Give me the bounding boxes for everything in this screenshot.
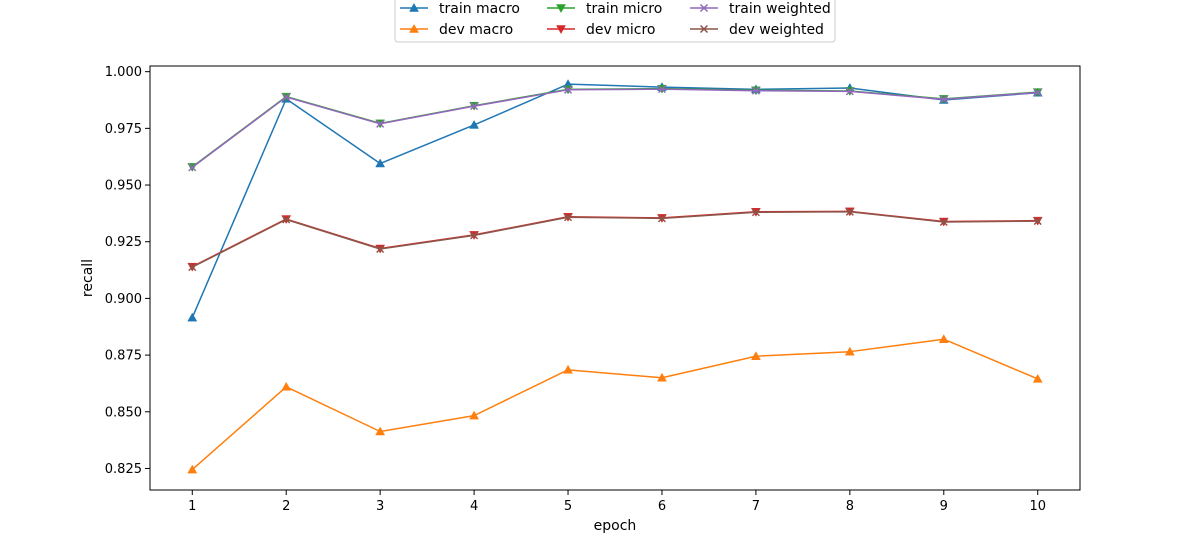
x-axis-label: epoch xyxy=(594,518,637,534)
legend-marker xyxy=(409,23,419,33)
data-point-train-weighted xyxy=(1033,88,1042,97)
data-point-dev-weighted xyxy=(939,217,948,227)
x-tick-label: 5 xyxy=(564,499,572,514)
data-point-dev-macro xyxy=(469,410,480,420)
legend-item-dev-micro: dev micro xyxy=(547,22,655,38)
y-tick-label: 0.975 xyxy=(105,122,142,137)
x-tick-label: 3 xyxy=(376,499,384,514)
y-tick-label: 0.825 xyxy=(105,462,142,477)
data-point-dev-macro xyxy=(281,381,292,391)
y-axis: 0.825 0.850 0.875 0.900 0.925 0.950 0.975 1.000 xyxy=(105,65,150,477)
x-axis: 1 2 3 4 5 6 7 8 9 10 xyxy=(188,490,1046,514)
data-point-dev-weighted xyxy=(188,263,197,272)
data-point-train-weighted xyxy=(939,95,948,104)
data-point-dev-macro xyxy=(563,364,573,374)
plot-area xyxy=(149,65,1081,491)
x-tick-label: 8 xyxy=(846,499,854,514)
data-point-train-weighted xyxy=(282,93,291,102)
series-train-weighted xyxy=(188,85,1042,172)
series-line-train-macro xyxy=(191,83,1038,318)
legend-marker xyxy=(699,3,709,13)
legend-item-train-micro: train micro xyxy=(547,1,662,17)
data-point-dev-weighted xyxy=(1033,217,1042,226)
data-point-dev-macro xyxy=(844,346,855,356)
x-tick-label: 2 xyxy=(282,499,290,514)
data-point-train-weighted xyxy=(657,85,667,94)
series-dev-macro xyxy=(187,334,1043,474)
data-point-dev-macro xyxy=(187,464,198,474)
series-dev-weighted xyxy=(188,207,1042,272)
data-point-dev-macro xyxy=(375,426,386,436)
x-tick-label: 7 xyxy=(752,499,760,514)
legend-label: train micro xyxy=(586,1,662,17)
legend-label: train weighted xyxy=(729,1,831,17)
data-point-dev-macro xyxy=(938,334,949,343)
legend-item-train-macro: train macro xyxy=(400,1,520,17)
y-tick-label: 0.875 xyxy=(105,349,142,364)
data-point-train-weighted xyxy=(188,163,197,172)
data-point-dev-macro xyxy=(657,372,667,382)
legend-label: dev macro xyxy=(439,22,513,38)
data-point-dev-weighted xyxy=(563,213,573,222)
data-point-train-weighted xyxy=(376,119,385,128)
legend-frame xyxy=(394,0,836,43)
legend-item-dev-weighted: dev weighted xyxy=(690,22,824,38)
series-layer xyxy=(187,79,1043,474)
data-point-train-weighted xyxy=(751,86,760,95)
legend-marker xyxy=(409,2,419,12)
legend-label: dev micro xyxy=(586,22,655,38)
legend-item-train-weighted: train weighted xyxy=(690,1,831,17)
y-tick-label: 1.000 xyxy=(105,65,142,80)
data-point-dev-weighted xyxy=(376,244,385,254)
legend-item-dev-macro: dev macro xyxy=(400,22,513,38)
y-tick-label: 0.950 xyxy=(105,179,142,194)
x-tick-label: 6 xyxy=(658,499,666,514)
data-point-dev-weighted xyxy=(751,208,760,217)
data-point-train-weighted xyxy=(470,102,479,111)
y-axis-label: recall xyxy=(80,259,96,297)
y-tick-label: 0.925 xyxy=(105,235,142,250)
data-point-dev-weighted xyxy=(845,207,854,216)
data-point-train-macro xyxy=(187,312,198,322)
legend-marker xyxy=(556,25,566,35)
data-point-train-macro xyxy=(469,119,480,129)
legend-label: train macro xyxy=(439,1,520,17)
data-point-train-macro xyxy=(375,158,386,168)
data-point-dev-weighted xyxy=(657,214,667,223)
data-point-dev-macro xyxy=(1032,373,1043,383)
data-point-train-weighted xyxy=(845,87,854,96)
series-line-dev-macro xyxy=(191,338,1039,471)
series-line-dev-weighted xyxy=(191,211,1038,268)
x-tick-label: 10 xyxy=(1029,499,1046,514)
legend: train macro dev macro train micro dev micro… xyxy=(394,0,836,43)
y-tick-label: 0.900 xyxy=(105,292,142,307)
legend-marker xyxy=(556,4,566,14)
x-tick-label: 4 xyxy=(470,499,478,514)
y-tick-label: 0.850 xyxy=(105,405,142,420)
data-point-dev-macro xyxy=(750,351,761,360)
data-point-dev-weighted xyxy=(470,231,479,240)
legend-marker xyxy=(699,24,709,34)
x-tick-label: 1 xyxy=(188,499,196,514)
data-point-train-weighted xyxy=(563,85,573,94)
legend-label: dev weighted xyxy=(729,22,824,38)
x-tick-label: 9 xyxy=(940,499,948,514)
data-point-dev-weighted xyxy=(282,215,291,224)
series-line-train-weighted xyxy=(191,88,1038,168)
